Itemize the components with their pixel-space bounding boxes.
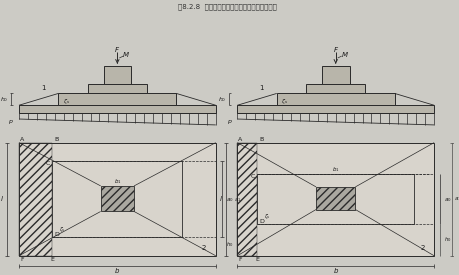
Bar — [257, 174, 414, 224]
Bar — [101, 186, 134, 211]
Text: $a_1$: $a_1$ — [453, 195, 459, 203]
Text: C: C — [250, 174, 255, 178]
Text: B: B — [258, 137, 263, 142]
Text: $h_0$: $h_0$ — [443, 236, 451, 244]
Bar — [321, 66, 349, 84]
Text: $b$: $b$ — [114, 266, 120, 275]
Text: $\zeta_s$: $\zeta_s$ — [62, 97, 69, 106]
Text: $b$: $b$ — [332, 266, 338, 275]
Text: $\zeta_s$: $\zeta_s$ — [59, 225, 66, 234]
Bar — [306, 84, 364, 94]
Bar — [237, 143, 433, 256]
Text: 图8.2.8  计算阶形基础的受冲切承载力截面位置: 图8.2.8 计算阶形基础的受冲切承载力截面位置 — [178, 4, 276, 10]
Text: $l$: $l$ — [0, 194, 4, 203]
Text: 2: 2 — [419, 245, 424, 251]
Text: $\zeta_s$: $\zeta_s$ — [263, 212, 269, 221]
Text: D: D — [258, 219, 263, 224]
Text: A: A — [238, 137, 242, 142]
Text: $h_0$: $h_0$ — [225, 240, 233, 249]
Text: 1: 1 — [41, 84, 46, 90]
Bar — [315, 187, 355, 210]
Text: $p$: $p$ — [226, 118, 232, 126]
Text: $M$: $M$ — [122, 50, 130, 59]
Text: E: E — [50, 257, 54, 262]
Text: $M$: $M$ — [340, 50, 348, 59]
Text: $a_0$: $a_0$ — [225, 196, 233, 204]
Text: A: A — [20, 137, 24, 142]
Text: E: E — [255, 257, 258, 262]
Bar — [103, 66, 131, 84]
Text: $l$: $l$ — [218, 194, 222, 203]
Text: D: D — [54, 232, 59, 236]
Text: C: C — [46, 161, 50, 166]
Bar — [19, 143, 215, 256]
Bar — [19, 105, 215, 113]
Text: $p$: $p$ — [8, 118, 14, 126]
Bar — [237, 105, 433, 113]
Bar — [52, 161, 182, 237]
Text: $\zeta_s$: $\zeta_s$ — [280, 97, 287, 106]
Text: $h_0$: $h_0$ — [218, 95, 226, 104]
Bar — [276, 94, 394, 105]
Text: $F$: $F$ — [114, 45, 120, 54]
Text: $h_0$: $h_0$ — [0, 95, 8, 104]
Text: F: F — [20, 257, 23, 262]
Bar — [88, 84, 146, 94]
Text: $a_1$: $a_1$ — [233, 196, 241, 204]
Text: B: B — [54, 137, 59, 142]
Bar — [58, 94, 176, 105]
Text: $b_1$: $b_1$ — [113, 178, 121, 186]
Text: $b_1$: $b_1$ — [331, 165, 339, 174]
Text: $a_0$: $a_0$ — [443, 196, 451, 204]
Text: 2: 2 — [202, 245, 206, 251]
Text: $F$: $F$ — [332, 45, 338, 54]
Text: 1: 1 — [259, 84, 263, 90]
Text: F: F — [238, 257, 241, 262]
